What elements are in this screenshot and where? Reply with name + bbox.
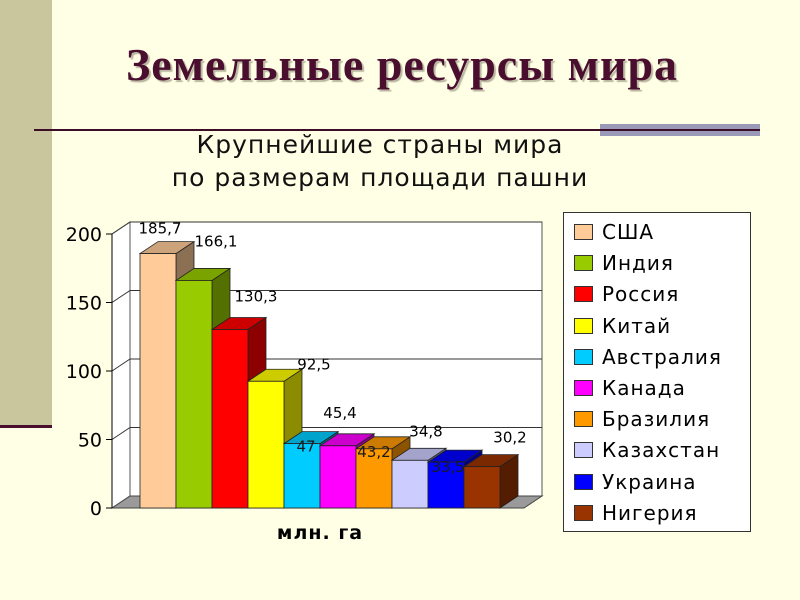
legend-label: Украина: [602, 469, 697, 494]
bar-front: [283, 443, 321, 509]
legend-item: Индия: [574, 251, 674, 276]
gridline-side: [111, 427, 131, 440]
data-label: 47: [296, 438, 315, 456]
slide-subtitle: Крупнейшие страны мира по размерам площа…: [0, 128, 760, 194]
y-tick-label: 0: [90, 498, 102, 520]
legend-label: Китай: [602, 313, 672, 338]
gridline-side: [111, 221, 131, 235]
y-tick-label: 200: [66, 224, 102, 246]
accent-bar: [0, 0, 52, 425]
bar-front: [247, 380, 285, 509]
slide-title: Земельные ресурсы мира: [125, 39, 679, 90]
chart-legend: США Индия Россия Китай Австралия Канада Бразил…: [563, 212, 751, 532]
legend-item: Австралия: [574, 344, 722, 369]
data-label: 34,8: [409, 422, 442, 440]
data-label: 92,5: [297, 355, 330, 373]
legend-swatch: [574, 317, 593, 334]
legend-swatch: [574, 411, 593, 428]
y-tick-label: 150: [66, 293, 102, 315]
gridline-side: [111, 290, 131, 303]
legend-item: Канада: [574, 376, 686, 400]
legend-item: США: [574, 220, 655, 244]
legend-item: Китай: [574, 313, 672, 338]
chart-bars: [138, 240, 520, 509]
title-divider-accent: [600, 124, 760, 136]
bar-front: [391, 459, 429, 509]
data-label: 43,2: [357, 443, 390, 461]
bar-front: [175, 280, 213, 509]
bar-10: [462, 453, 520, 509]
title-divider: [34, 129, 600, 131]
legend-item: Украина: [574, 469, 697, 494]
data-label: 45,4: [323, 404, 356, 422]
bar-front: [139, 253, 177, 509]
legend-item: Бразилия: [574, 407, 711, 432]
subtitle-line-1: Крупнейшие страны мира: [196, 130, 564, 159]
legend-item: Казахстан: [574, 438, 721, 463]
legend-label: Нигерия: [602, 500, 698, 525]
legend-label: Казахстан: [602, 438, 721, 463]
legend-item: Нигерия: [574, 500, 698, 525]
data-label: 33,5: [431, 458, 464, 476]
x-axis-title: млн. га: [277, 522, 363, 544]
legend-swatch: [574, 504, 593, 521]
legend-swatch: [574, 380, 593, 396]
legend-swatch: [574, 286, 593, 303]
legend-label: Россия: [602, 282, 680, 307]
legend-swatch: [574, 255, 593, 272]
data-label: 30,2: [493, 429, 526, 447]
legend-swatch: [574, 473, 593, 490]
legend-label: Индия: [602, 251, 674, 276]
legend-swatch: [574, 224, 593, 240]
y-tick-label: 50: [78, 430, 102, 452]
legend-swatch: [574, 442, 593, 459]
subtitle-line-2: по размерам площади пашни: [171, 163, 589, 192]
legend-label: Австралия: [602, 344, 722, 369]
legend-label: США: [602, 220, 655, 244]
data-label: 130,3: [235, 287, 278, 305]
bar-front: [211, 329, 249, 509]
bar-front: [463, 466, 501, 509]
legend-label: Бразилия: [602, 407, 711, 432]
bar-front: [319, 445, 357, 509]
data-label: 166,1: [195, 232, 238, 250]
gridline-side: [111, 358, 131, 372]
legend-item: Россия: [574, 282, 680, 307]
accent-bar-rule: [0, 425, 52, 428]
legend-label: Канада: [602, 376, 686, 400]
bar-front: [427, 461, 465, 509]
legend-swatch: [574, 348, 593, 365]
data-label: 185,7: [139, 220, 182, 238]
chart-labels: 185,7 166,1 130,3 92,5 47 45,4 43,2 34,8 33,5 30,…: [139, 220, 527, 477]
y-tick-label: 100: [66, 361, 102, 383]
bar-4: [246, 368, 304, 509]
